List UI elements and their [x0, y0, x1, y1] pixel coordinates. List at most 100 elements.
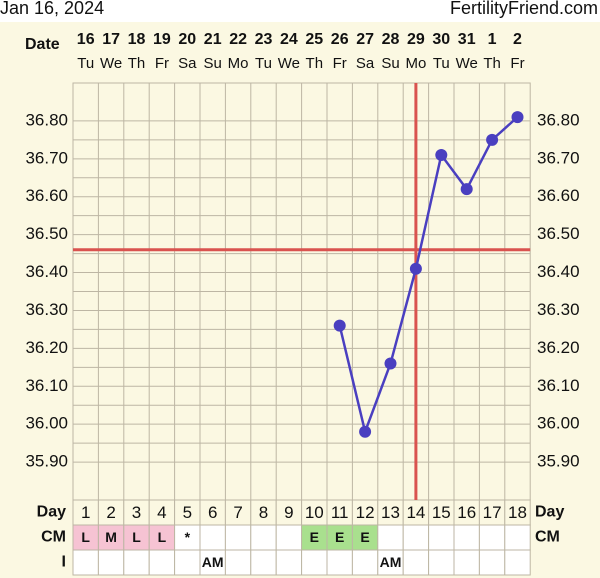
date-label: 17	[102, 31, 120, 48]
weekday-label: Tu	[77, 55, 94, 72]
date-label: 25	[305, 31, 323, 48]
date-label: 23	[255, 31, 273, 48]
cell	[224, 524, 252, 551]
cell	[504, 499, 531, 526]
date-label: 18	[128, 31, 146, 48]
cm-cell: L	[81, 529, 90, 545]
days-cell: 11	[331, 503, 349, 522]
cell	[148, 499, 176, 526]
cell	[250, 499, 277, 526]
temp-point	[409, 262, 422, 275]
date-label: 19	[153, 31, 171, 48]
cell	[148, 549, 176, 576]
days-cell: 13	[381, 503, 400, 522]
cell	[250, 524, 277, 551]
y-tick-label: 36.50	[25, 224, 68, 243]
cm-cell: E	[335, 529, 344, 545]
chart-title: Jan 16, 2024	[0, 0, 104, 18]
cell	[275, 524, 303, 551]
cell	[377, 524, 404, 551]
cell	[428, 524, 455, 551]
y-tick-label-right: 36.50	[537, 224, 580, 243]
days-cell: 4	[157, 503, 166, 522]
days-cell: 6	[208, 503, 217, 522]
cell	[428, 549, 455, 576]
weekday-label: Mo	[228, 55, 249, 72]
y-tick-label: 36.00	[25, 414, 68, 433]
cell	[174, 524, 201, 551]
days-cell: 8	[259, 503, 268, 522]
weekday-label: Sa	[356, 55, 375, 72]
y-tick-label-right: 36.00	[537, 414, 580, 433]
row-label: I	[62, 554, 66, 571]
y-tick-label: 35.90	[25, 452, 68, 471]
cell	[72, 549, 99, 576]
cell	[123, 499, 150, 526]
cell	[326, 549, 353, 576]
date-label: 2	[513, 31, 522, 48]
cell	[174, 549, 201, 576]
days-cell: 18	[508, 503, 527, 522]
row-label-right: CM	[535, 529, 560, 546]
cell	[174, 499, 201, 526]
y-tick-label: 36.70	[25, 148, 68, 167]
date-label: 26	[331, 31, 349, 48]
cell	[453, 524, 480, 551]
date-label: 16	[77, 31, 95, 48]
temp-line	[338, 116, 519, 437]
days-cell: 17	[483, 503, 502, 522]
date-label: 20	[178, 31, 196, 48]
cell	[504, 549, 531, 576]
date-label: 29	[407, 31, 425, 48]
days-cell: 1	[81, 503, 90, 522]
cell	[199, 549, 226, 576]
days-cell: 5	[183, 503, 192, 522]
cm-cell: M	[105, 529, 117, 545]
cell	[97, 549, 125, 576]
weekday-label: Fr	[510, 55, 524, 72]
date-label: 24	[280, 31, 298, 48]
date-label: 27	[356, 31, 374, 48]
weekday-label: Th	[306, 55, 324, 72]
weekday-label: Th	[128, 55, 146, 72]
cell	[275, 499, 303, 526]
y-tick-label-right: 35.90	[537, 452, 580, 471]
date-label: 31	[458, 31, 476, 48]
cell	[123, 549, 150, 576]
y-tick-label-right: 36.80	[537, 110, 580, 129]
y-tick-label-right: 36.30	[537, 300, 580, 319]
temp-point	[511, 111, 524, 124]
days-cell: 15	[432, 503, 451, 522]
weekday-label: We	[278, 55, 300, 72]
weekday-label: Fr	[333, 55, 347, 72]
weekday-label: Tu	[255, 55, 272, 72]
cm-cell: *	[185, 529, 191, 545]
cell	[478, 549, 506, 576]
header-bg	[0, 0, 600, 22]
cm-cell: L	[158, 529, 167, 545]
weekday-label: Su	[204, 55, 222, 72]
cm-cell: L	[132, 529, 141, 545]
y-tick-label: 36.10	[25, 376, 68, 395]
cm-cell: E	[310, 529, 319, 545]
cell	[123, 524, 150, 551]
days-cell: 14	[406, 503, 425, 522]
temp-point	[435, 149, 448, 162]
days-cell: 7	[233, 503, 242, 522]
weekday-label: Su	[381, 55, 399, 72]
y-tick-label-right: 36.70	[537, 148, 580, 167]
cell	[250, 549, 277, 576]
y-tick-label: 36.40	[25, 262, 68, 281]
days-cell: 16	[457, 503, 476, 522]
intercourse-cell: AM	[380, 554, 402, 570]
cell	[504, 524, 531, 551]
cell	[402, 524, 430, 551]
y-tick-label-right: 36.20	[537, 338, 580, 357]
cell	[301, 549, 328, 576]
cm-cell: E	[360, 529, 369, 545]
row-label-right: Day	[535, 504, 564, 521]
cell	[478, 524, 506, 551]
cell	[301, 524, 328, 551]
